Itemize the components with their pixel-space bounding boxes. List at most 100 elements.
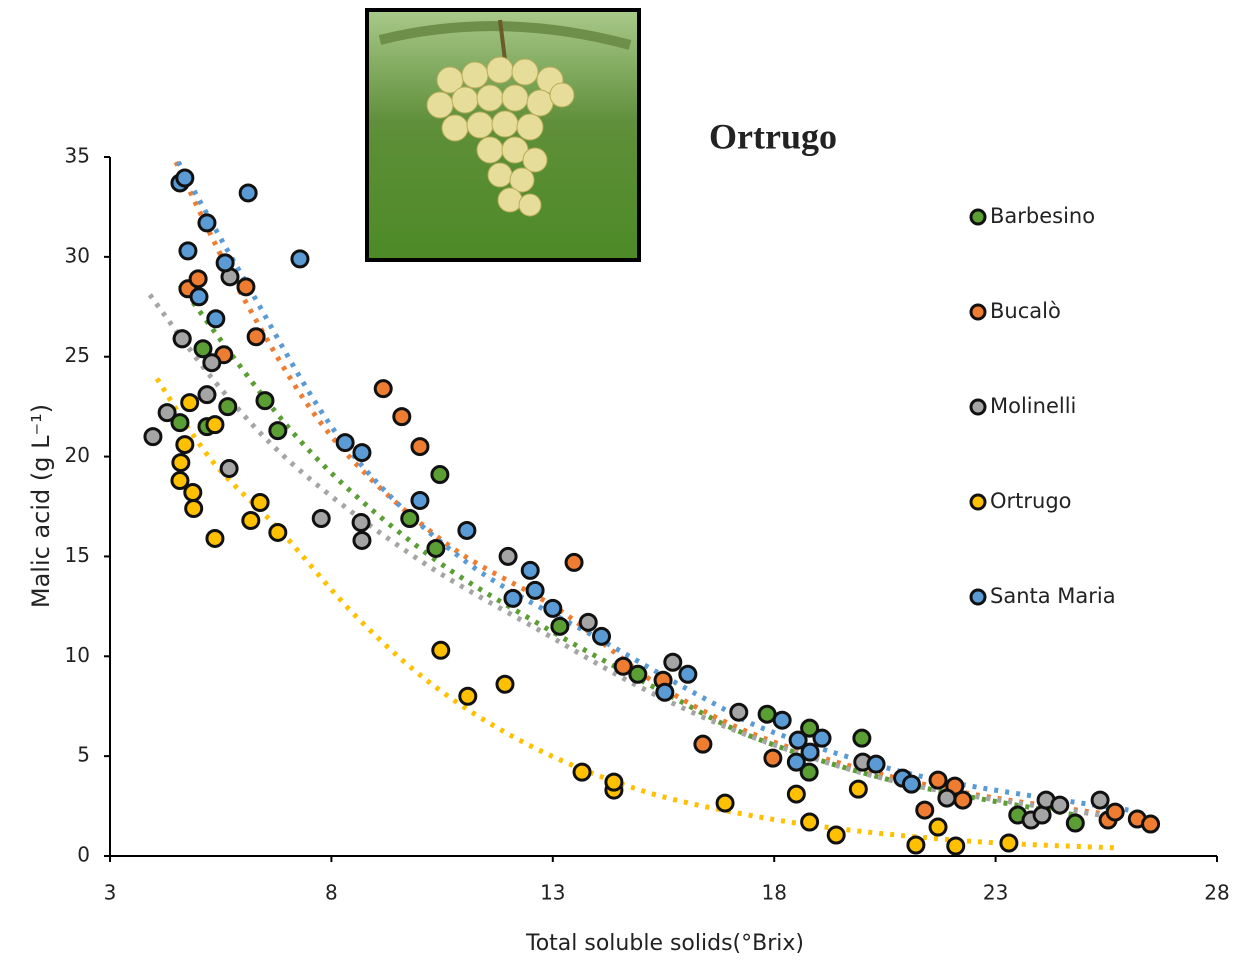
- point: [545, 600, 561, 616]
- point: [217, 255, 233, 271]
- point: [199, 387, 215, 403]
- point: [774, 712, 790, 728]
- x-tick-label: 13: [540, 881, 565, 905]
- point: [191, 289, 207, 305]
- point: [199, 215, 215, 231]
- point: [428, 540, 444, 556]
- photo: [367, 10, 639, 260]
- point: [527, 582, 543, 598]
- y-tick-label: 15: [65, 543, 90, 567]
- point: [354, 445, 370, 461]
- point: [257, 393, 273, 409]
- point: [292, 251, 308, 267]
- point: [433, 642, 449, 658]
- point: [190, 271, 206, 287]
- point: [765, 750, 781, 766]
- point: [665, 654, 681, 670]
- point: [717, 795, 733, 811]
- y-axis-label: Malic acid (g L⁻¹): [27, 404, 55, 608]
- point: [814, 730, 830, 746]
- trendline: [157, 379, 1120, 848]
- chart: Ortrugo Total soluble solids(°Brix) Mali…: [0, 0, 1238, 961]
- y-tick-label: 30: [65, 243, 90, 267]
- point: [606, 774, 622, 790]
- point: [185, 485, 201, 501]
- point: [186, 500, 202, 516]
- legend-label: Barbesino: [990, 204, 1095, 228]
- point: [788, 786, 804, 802]
- point: [695, 736, 711, 752]
- point: [731, 704, 747, 720]
- point: [459, 522, 475, 538]
- point: [497, 676, 513, 692]
- point: [159, 405, 175, 421]
- point: [828, 827, 844, 843]
- point: [580, 614, 596, 630]
- point: [522, 562, 538, 578]
- x-axis-label: Total soluble solids(°Brix): [525, 931, 804, 956]
- legend-label: Molinelli: [990, 394, 1076, 418]
- point: [207, 417, 223, 433]
- point: [939, 790, 955, 806]
- point: [354, 532, 370, 548]
- point: [172, 473, 188, 489]
- point: [353, 514, 369, 530]
- y-tick-label: 5: [77, 743, 90, 767]
- point: [270, 423, 286, 439]
- point: [1143, 816, 1159, 832]
- y-tick-label: 25: [65, 343, 90, 367]
- point: [615, 658, 631, 674]
- point: [930, 819, 946, 835]
- point: [680, 666, 696, 682]
- legend-marker: [971, 305, 985, 319]
- point: [930, 772, 946, 788]
- point: [240, 185, 256, 201]
- point: [313, 510, 329, 526]
- point: [220, 399, 236, 415]
- point: [252, 495, 268, 511]
- point: [500, 548, 516, 564]
- trendline: [180, 285, 1075, 815]
- point: [375, 381, 391, 397]
- point: [208, 311, 224, 327]
- point: [802, 814, 818, 830]
- y-tick-label: 10: [65, 643, 90, 667]
- x-tick-label: 23: [983, 881, 1008, 905]
- point: [1092, 792, 1108, 808]
- point: [412, 493, 428, 509]
- point: [207, 530, 223, 546]
- point: [173, 455, 189, 471]
- point: [412, 439, 428, 455]
- chart-title: Ortrugo: [709, 116, 837, 156]
- legend-marker: [971, 400, 985, 414]
- y-tick-label: 20: [65, 443, 90, 467]
- point: [955, 792, 971, 808]
- point: [1107, 804, 1123, 820]
- point: [1052, 797, 1068, 813]
- point: [394, 409, 410, 425]
- legend-marker: [971, 495, 985, 509]
- point: [402, 510, 418, 526]
- point: [174, 331, 190, 347]
- legend-label: Ortrugo: [990, 489, 1072, 513]
- point: [574, 764, 590, 780]
- point: [566, 554, 582, 570]
- point: [1034, 807, 1050, 823]
- point: [180, 243, 196, 259]
- point: [854, 730, 870, 746]
- point: [850, 781, 866, 797]
- x-tick-label: 28: [1204, 881, 1229, 905]
- point: [917, 802, 933, 818]
- y-tick-label: 0: [77, 843, 90, 867]
- point: [1067, 815, 1083, 831]
- point: [552, 618, 568, 634]
- x-tick-label: 8: [325, 881, 338, 905]
- legend-label: Bucalò: [990, 299, 1061, 323]
- legend-marker: [971, 210, 985, 224]
- point: [248, 329, 264, 345]
- point: [177, 437, 193, 453]
- point: [868, 756, 884, 772]
- legend-marker: [971, 590, 985, 604]
- point: [948, 838, 964, 854]
- point: [204, 355, 220, 371]
